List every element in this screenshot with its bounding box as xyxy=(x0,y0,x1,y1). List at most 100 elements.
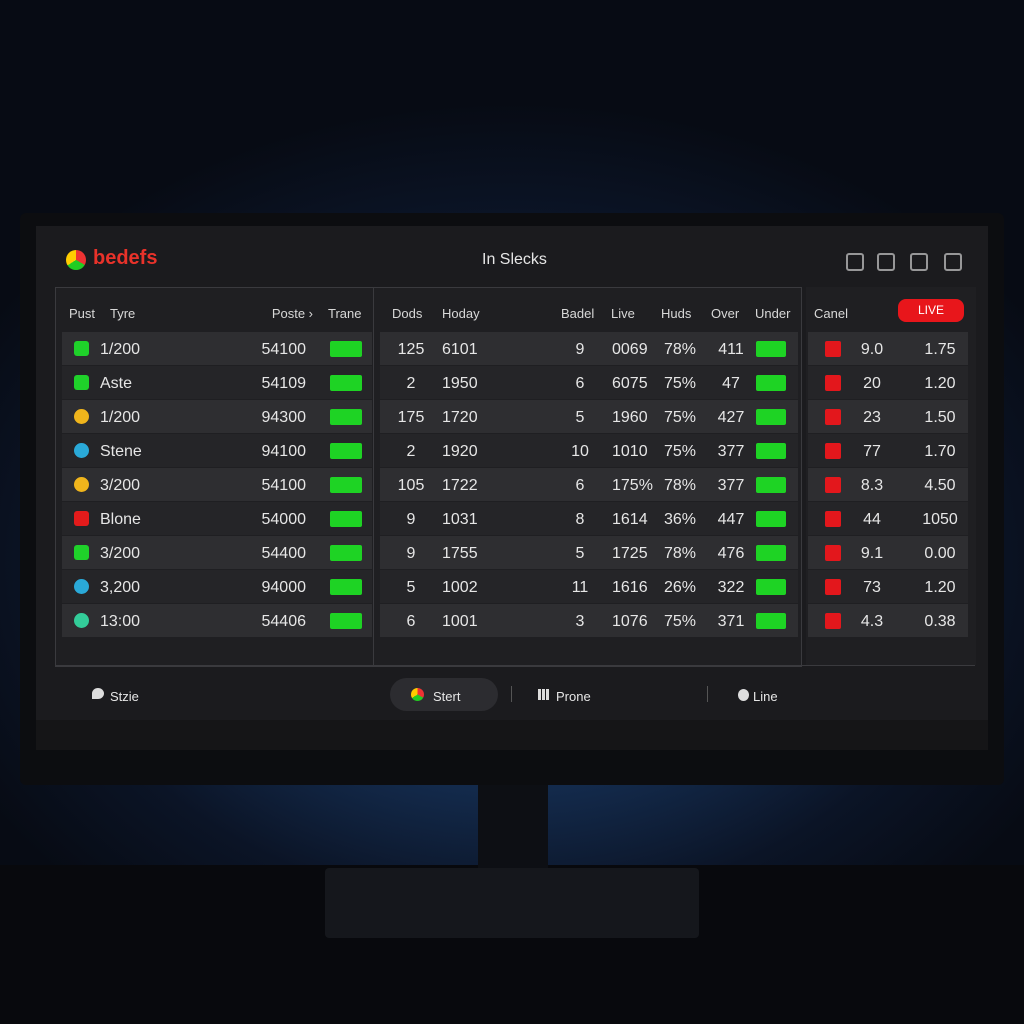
x-icon xyxy=(825,477,841,493)
name: 3/200 xyxy=(100,545,141,562)
status-badge xyxy=(330,341,362,357)
x-icon xyxy=(825,409,841,425)
apple-icon xyxy=(738,689,749,701)
cell: 1755 xyxy=(442,545,478,562)
cell: 1725 xyxy=(612,545,648,562)
plus-icon[interactable] xyxy=(877,253,895,271)
search-icon[interactable] xyxy=(846,253,864,271)
cell: 6 xyxy=(406,613,416,630)
cell: 476 xyxy=(717,545,745,562)
cell: 2 xyxy=(406,443,416,460)
cell: 9 xyxy=(575,341,585,358)
cell: 75% xyxy=(664,375,697,392)
twitter-icon xyxy=(92,688,104,699)
cell: 1614 xyxy=(612,511,648,528)
cell: 1616 xyxy=(612,579,648,596)
column-header: Poste › xyxy=(271,306,313,321)
odds: 1.70 xyxy=(924,443,956,460)
value: 54100 xyxy=(261,477,307,494)
separator xyxy=(707,686,708,702)
cell: 78% xyxy=(664,477,697,494)
menu-icon[interactable] xyxy=(944,253,962,271)
cell: 78% xyxy=(664,545,697,562)
x-icon xyxy=(825,579,841,595)
odds: 0.00 xyxy=(924,545,956,562)
cell: 1076 xyxy=(612,613,648,630)
row-icon xyxy=(74,341,89,356)
row-icon xyxy=(74,545,89,560)
score: 23 xyxy=(863,409,881,426)
cell: 322 xyxy=(717,579,745,596)
column-header: Badel xyxy=(561,306,595,321)
row xyxy=(62,332,372,365)
cell: 125 xyxy=(397,341,425,358)
status-badge xyxy=(330,409,362,425)
cell: 1001 xyxy=(442,613,478,630)
like-icon[interactable] xyxy=(910,253,928,271)
status-badge xyxy=(330,545,362,561)
name: 13:00 xyxy=(100,613,141,630)
cell: 1950 xyxy=(442,375,478,392)
cell: 105 xyxy=(397,477,425,494)
cell: 6075 xyxy=(612,375,648,392)
cell: 1720 xyxy=(442,409,478,426)
under-badge xyxy=(756,579,786,595)
value: 94100 xyxy=(261,443,307,460)
cell: 1960 xyxy=(612,409,648,426)
x-icon xyxy=(825,375,841,391)
score: 73 xyxy=(863,579,881,596)
separator xyxy=(511,686,512,702)
cell: 377 xyxy=(717,443,745,460)
cell: 1002 xyxy=(442,579,478,596)
cell: 75% xyxy=(664,613,697,630)
score: 9.0 xyxy=(860,341,884,358)
name: 1/200 xyxy=(100,341,141,358)
cell: 1722 xyxy=(442,477,478,494)
column-header: Huds xyxy=(661,306,692,321)
footer-item[interactable]: Stzie xyxy=(110,689,139,704)
status-badge xyxy=(330,579,362,595)
cell: 9 xyxy=(406,511,416,528)
cell: 5 xyxy=(575,409,585,426)
cell: 5 xyxy=(575,545,585,562)
row xyxy=(380,502,798,535)
row-icon xyxy=(74,579,89,594)
grid-icon xyxy=(538,689,549,700)
name: Blone xyxy=(100,511,141,528)
status-badge xyxy=(330,375,362,391)
cell: 26% xyxy=(664,579,697,596)
cell: 1920 xyxy=(442,443,478,460)
under-badge xyxy=(756,341,786,357)
cell: 75% xyxy=(664,409,697,426)
cell: 1010 xyxy=(612,443,648,460)
row-icon xyxy=(74,613,89,628)
score: 77 xyxy=(863,443,881,460)
title: In Slecks xyxy=(482,251,547,268)
row xyxy=(380,468,798,501)
score: 20 xyxy=(863,375,881,392)
row xyxy=(62,434,372,467)
footer-item[interactable]: Prone xyxy=(556,689,591,704)
footer-item[interactable]: Line xyxy=(753,689,778,704)
footer-item[interactable]: Stert xyxy=(433,689,461,704)
cell: 175% xyxy=(612,477,653,494)
cell: 6101 xyxy=(442,341,478,358)
row xyxy=(62,400,372,433)
row xyxy=(380,434,798,467)
odds: 1050 xyxy=(922,511,958,528)
score: 9.1 xyxy=(860,545,884,562)
cell: 6 xyxy=(575,375,585,392)
row xyxy=(380,366,798,399)
score: 8.3 xyxy=(860,477,884,494)
row xyxy=(62,502,372,535)
row xyxy=(380,604,798,637)
row xyxy=(62,570,372,603)
odds: 4.50 xyxy=(924,477,956,494)
start-button[interactable] xyxy=(390,678,498,711)
cell: 9 xyxy=(406,545,416,562)
x-icon xyxy=(825,511,841,527)
score: 4.3 xyxy=(860,613,884,630)
row xyxy=(380,536,798,569)
row xyxy=(62,366,372,399)
column-header: Pust xyxy=(69,306,96,321)
